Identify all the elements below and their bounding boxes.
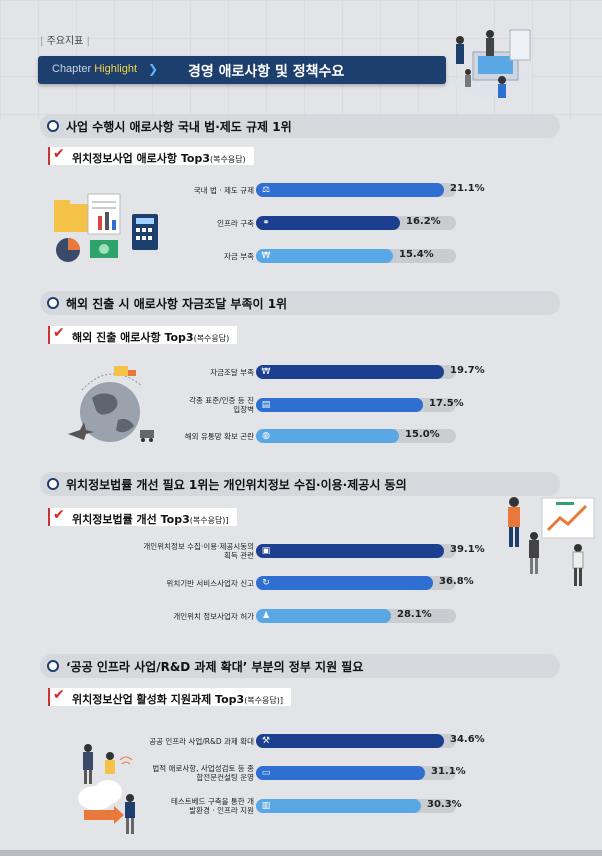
bar-label: 개인위치 정보사업자 허가 <box>173 611 254 621</box>
section-3-subtitle: ✔ 위치정보법률 개선 Top3(복수응답)] <box>48 507 237 526</box>
bar-value: 39.1% <box>450 544 485 555</box>
bar-fill <box>256 544 444 558</box>
chapter-banner: Chapter Highlight ❯ 경영 애로사항 및 정책수요 <box>38 56 446 84</box>
checkmark-icon: ✔ <box>53 146 65 162</box>
bar-row: 위치기반 서비스사업자 신고 ↻ 36.8% <box>150 573 480 593</box>
globe-logistics-illustration <box>68 366 154 442</box>
bar-row: 공공 인프라 사업/R&D 과제 확대 ⚒ 34.6% <box>149 731 485 751</box>
section-3-heading: 위치정보법률 개선 필요 1위는 개인위치정보 수집·이용·제공시 동의 <box>40 472 560 496</box>
bar-fill <box>256 365 444 379</box>
checkmark-icon: ✔ <box>53 687 65 703</box>
bar-row: 인프라 구축 ⚭ 16.2% <box>150 213 480 233</box>
bar-row: 개인위치 정보사업자 허가 ♟ 28.1% <box>150 606 480 626</box>
coin-icon: ₩ <box>261 251 271 261</box>
presentation-people-illustration <box>508 497 595 586</box>
bar-value: 34.6% <box>450 734 485 745</box>
bar-fill <box>256 429 399 443</box>
bar-value: 28.1% <box>397 609 432 620</box>
bar-fill <box>256 249 393 263</box>
bar-label: 자금 부족 <box>224 251 254 261</box>
bar-fill <box>256 398 423 412</box>
bar-row: 법적 애로사항, 사업성검토 등 종합전문컨설팅 운영 ▭ 31.1% <box>150 763 480 783</box>
office-people-illustration <box>448 29 533 100</box>
screen-icon: ▣ <box>261 546 271 556</box>
bar-value: 21.1% <box>450 183 485 194</box>
tools-icon: ⚒ <box>261 736 271 746</box>
bar-label: 자금조달 부족 <box>210 367 254 377</box>
coin-icon: ₩ <box>261 367 271 377</box>
chapter-label: Chapter Highlight <box>52 63 138 75</box>
globe-icon: ◍ <box>262 431 270 441</box>
bar-value: 31.1% <box>431 766 466 777</box>
bar-value: 15.4% <box>399 249 434 260</box>
chart-icon: ▥ <box>261 801 271 811</box>
section-2-subtitle: ✔ 해외 진출 애로사항 Top3(복수응답) <box>48 325 238 344</box>
bar-fill <box>256 609 391 623</box>
bar-label: 개인위치정보 수집·이용·제공시동의 획득 관련 <box>143 542 254 560</box>
bar-label: 테스트베드 구축을 통한 개발환경 · 인프라 지원 <box>170 797 254 815</box>
bullet-icon <box>47 478 59 490</box>
section-1-subtitle: ✔ 위치정보사업 애로사항 Top3(복수응답) <box>48 146 254 165</box>
bar-row: 개인위치정보 수집·이용·제공시동의 획득 관련 ▣ 39.1% <box>143 541 484 561</box>
bar-label: 법적 애로사항, 사업성검토 등 종합전문컨설팅 운영 <box>152 764 254 782</box>
bar-label: 인프라 구축 <box>217 218 254 228</box>
card-icon: ▭ <box>261 768 271 778</box>
bar-value: 15.0% <box>405 429 440 440</box>
bar-value: 36.8% <box>439 576 474 587</box>
section-2-heading: 해외 진출 시 애로사항 자금조달 부족이 1위 <box>40 291 560 315</box>
bar-row: 자금조달 부족 ₩ 19.7% <box>150 362 485 382</box>
bar-row: 테스트베드 구축을 통한 개발환경 · 인프라 지원 ▥ 30.3% <box>150 796 480 816</box>
bar-label: 위치기반 서비스사업자 신고 <box>166 578 254 588</box>
bar-fill <box>256 216 400 230</box>
bar-value: 19.7% <box>450 365 485 376</box>
bar-label: 공공 인프라 사업/R&D 과제 확대 <box>149 736 254 746</box>
page-title: 경영 애로사항 및 정책수요 <box>188 64 345 80</box>
user-icon: ♟ <box>261 611 271 621</box>
section-1-heading: 사업 수행시 애로사항 국내 법·제도 규제 1위 <box>40 114 560 138</box>
network-icon: ⚭ <box>262 218 270 228</box>
bullet-icon <box>47 297 59 309</box>
bar-value: 17.5% <box>429 398 464 409</box>
footer-strip <box>0 850 602 856</box>
bar-fill <box>256 576 433 590</box>
bar-fill <box>256 734 444 748</box>
bar-label: 해외 유통망 확보 곤란 <box>184 431 254 441</box>
header-tag: | 주요지표 | <box>40 36 90 47</box>
checkmark-icon: ✔ <box>53 325 65 341</box>
bar-fill <box>256 183 444 197</box>
bar-value: 30.3% <box>427 799 462 810</box>
bar-row: 해외 유통망 확보 곤란 ◍ 15.0% <box>150 426 480 446</box>
bar-row: 국내 법 · 제도 규제 ⚖ 21.1% <box>150 180 485 200</box>
section-4-subtitle: ✔ 위치정보산업 활성화 지원과제 Top3(복수응답)] <box>48 687 291 706</box>
bar-row: 자금 부족 ₩ 15.4% <box>150 246 480 266</box>
section-4-heading: ‘공공 인프라 사업/R&D 과제 확대’ 부분의 정부 지원 필요 <box>40 654 560 678</box>
document-icon: ▤ <box>261 400 271 410</box>
refresh-icon: ↻ <box>262 578 270 588</box>
gavel-icon: ⚖ <box>261 185 271 195</box>
bar-fill <box>256 766 425 780</box>
bar-label: 국내 법 · 제도 규제 <box>193 185 254 195</box>
bar-fill <box>256 799 421 813</box>
checkmark-icon: ✔ <box>53 507 65 523</box>
office-supplies-illustration <box>54 193 158 262</box>
bar-row: 각종 표준/인증 등 진입장벽 ▤ 17.5% <box>150 395 480 415</box>
bullet-icon <box>47 660 59 672</box>
bar-value: 16.2% <box>406 216 441 227</box>
bullet-icon <box>47 120 59 132</box>
chevron-right-icon: ❯ <box>148 62 159 76</box>
cloud-network-people-illustration <box>78 744 135 834</box>
bar-label: 각종 표준/인증 등 진입장벽 <box>189 396 254 414</box>
